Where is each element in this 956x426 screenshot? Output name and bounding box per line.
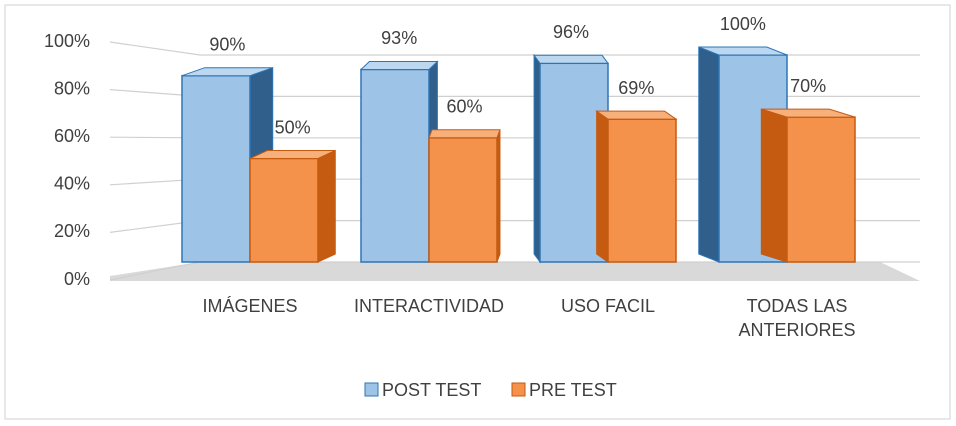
value-label: 60% [446, 97, 482, 117]
bar [359, 60, 439, 264]
y-tick-label: 0% [64, 269, 90, 289]
y-tick-label: 20% [54, 221, 90, 241]
legend-swatch [364, 382, 379, 397]
y-tick-label: 80% [54, 78, 90, 98]
legend-label: PRE TEST [529, 380, 617, 400]
value-label: 70% [790, 76, 826, 96]
y-tick-label: 40% [54, 174, 90, 194]
value-label: 96% [553, 22, 589, 42]
x-tick-label: INTERACTIVIDAD [353, 296, 504, 316]
y-tick-label: 100% [44, 31, 90, 51]
bar [249, 149, 336, 263]
x-tick-label: USO FACIL [560, 296, 656, 316]
value-label: 100% [720, 14, 766, 34]
legend-label: POST TEST [382, 380, 481, 400]
legend-swatch [511, 382, 526, 397]
y-tick-label: 60% [54, 126, 90, 146]
value-label: 93% [381, 28, 417, 48]
floor [110, 262, 920, 281]
value-label: 50% [275, 117, 311, 137]
x-tick-label: TODAS LAS ANTERIORES [738, 296, 856, 340]
grid-line [109, 41, 920, 56]
bar [595, 110, 678, 263]
value-label: 69% [618, 78, 654, 98]
bar [428, 129, 501, 263]
bar [760, 108, 856, 263]
value-label: 90% [209, 34, 245, 54]
x-tick-label: IMÁGENES [202, 296, 298, 316]
